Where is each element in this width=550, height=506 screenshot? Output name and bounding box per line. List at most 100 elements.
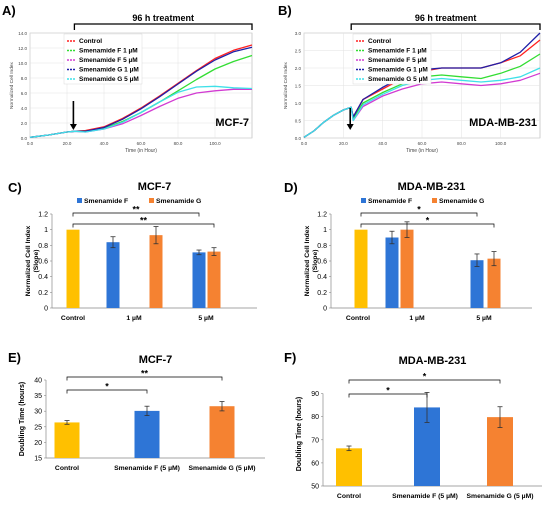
chart-title: MCF-7 [138, 181, 172, 193]
y-tick-label: 50 [311, 484, 319, 491]
category-label: Smenamide F (5 µM) [392, 493, 458, 500]
y-tick-label: 6.0 [21, 91, 28, 96]
legend-box [352, 33, 432, 85]
significance-marker: * [105, 382, 109, 392]
y-tick-label: 0.2 [317, 290, 327, 297]
legend-entry-0: Smenamide F [368, 198, 412, 205]
category-label: Control [337, 493, 361, 500]
y-tick-label: 1 [323, 227, 327, 234]
legend-entry-1: Smenamide G [439, 198, 484, 205]
y-tick-label: 0.8 [38, 243, 48, 250]
y-axis-label: Normalized Cell Index [9, 61, 15, 109]
y-tick-label: 0.4 [317, 274, 327, 281]
y-tick-label: 80 [311, 414, 319, 421]
y-tick-label: 60 [311, 460, 319, 467]
bar-F [470, 260, 484, 308]
y-tick-label: 0 [44, 306, 48, 313]
y-tick-label: 4.0 [21, 106, 28, 111]
series-line-4 [303, 67, 541, 138]
significance-marker: * [426, 216, 430, 226]
category-label: Control [55, 465, 79, 472]
legend-entry-3: Smenamide G 1 µM [368, 67, 428, 74]
x-tick-label: 0.0 [301, 141, 308, 146]
cell-line-label: MDA-MB-231 [469, 117, 537, 129]
y-tick-label: 0.0 [21, 136, 28, 141]
treatment-title: 96 h treatment [415, 13, 477, 23]
significance-marker: * [423, 372, 427, 382]
y-tick-label: 0.0 [295, 136, 302, 141]
legend-entry-2: Smenamide F 5 µM [368, 57, 427, 64]
x-tick-label: 100.0 [495, 141, 507, 146]
panel-label-C: C) [8, 180, 22, 195]
x-tick-label: 60.0 [137, 141, 146, 146]
legend: Smenamide F Smenamide G [77, 198, 201, 205]
significance-marker: ** [140, 216, 148, 226]
legend: Control Smenamide F 1 µM Smenamide F 5 µM S… [63, 33, 143, 85]
legend-swatch-1 [432, 198, 437, 203]
panel-label-D: D) [284, 180, 298, 195]
y-tick-label: 1.2 [38, 212, 48, 219]
y-axis-label: Doubling Time (hours) [296, 397, 303, 472]
significance-bracket [72, 223, 215, 228]
panel-label-B: B) [278, 3, 292, 18]
legend-entry-1: Smenamide F 1 µM [368, 48, 427, 55]
bar-F [134, 410, 160, 458]
y-tick-label: 2.0 [295, 66, 302, 71]
y-tick-label: 0.6 [317, 259, 327, 266]
legend-entry-3: Smenamide G 1 µM [79, 67, 139, 74]
treatment-arrow-icon [346, 124, 354, 130]
bar-G [207, 251, 221, 308]
panel-B-line-chart: 0.0 0.5 1.0 1.5 2.0 2.5 3.0 0.0 20.0 40.0 60.0 80.0… [283, 13, 541, 154]
legend-entry-0: Smenamide F [84, 198, 128, 205]
series-line-4 [29, 85, 253, 138]
significance-bracket [66, 389, 148, 394]
treatment-bracket [350, 23, 541, 30]
x-tick-label: 40.0 [378, 141, 387, 146]
y-tick-label: 2.5 [295, 49, 302, 54]
chart-title: MCF-7 [139, 354, 173, 366]
bar-G [209, 406, 235, 458]
y-tick-label: 35 [34, 393, 42, 400]
panel-label-F: F) [284, 350, 296, 365]
category-label: Smenamide F (5 µM) [114, 465, 180, 472]
bar-G [149, 235, 163, 308]
legend: Control Smenamide F 1 µM Smenamide F 5 µM S… [352, 33, 432, 85]
y-tick-label: 15 [34, 456, 42, 463]
x-tick-label: 80.0 [174, 141, 183, 146]
y-tick-label: 14.0 [18, 31, 27, 36]
chart-title: MDA-MB-231 [399, 355, 467, 367]
significance-bracket [348, 379, 501, 384]
x-tick-label: 40.0 [100, 141, 109, 146]
y-tick-label: 1.0 [295, 101, 302, 106]
y-tick-label: 10.0 [18, 61, 27, 66]
legend-entry-1: Smenamide F 1 µM [79, 48, 138, 55]
category-label: Smenamide G (5 µM) [189, 465, 256, 472]
y-tick-label: 70 [311, 437, 319, 444]
legend-entry-4: Smenamide G 5 µM [368, 76, 428, 83]
panel-F-bar-chart: MDA-MB-231 50 60 70 80 90 Doubling Time (hours… [296, 355, 542, 500]
treatment-title: 96 h treatment [132, 13, 194, 23]
y-tick-label: 0 [323, 306, 327, 313]
y-axis-label: Normalized Cell Index [283, 61, 289, 109]
treatment-bracket [73, 23, 253, 30]
significance-bracket [72, 212, 200, 217]
legend-box [63, 33, 143, 85]
panel-C-bar-chart: MCF-7 0 0.2 0.4 0.6 0.8 1 1.2 Normalized Cell In… [25, 181, 257, 322]
x-tick-label: 0.0 [27, 141, 34, 146]
category-label: 5 µM [476, 315, 492, 322]
y-tick-label: 0.2 [38, 290, 48, 297]
y-tick-label: 1.2 [317, 212, 327, 219]
bar-G [487, 417, 513, 486]
treatment-arrow-icon [69, 124, 77, 130]
significance-marker: ** [141, 369, 149, 379]
significance-bracket [348, 393, 428, 398]
significance-marker: ** [132, 205, 140, 215]
legend: Smenamide F Smenamide G [361, 198, 484, 205]
y-tick-label: 0.5 [295, 119, 302, 124]
chart-title: MDA-MB-231 [398, 181, 466, 193]
significance-marker: * [386, 386, 390, 396]
y-tick-label: 25 [34, 424, 42, 431]
y-tick-label: 0.6 [38, 259, 48, 266]
significance-bracket [360, 212, 478, 217]
x-tick-label: 100.0 [209, 141, 221, 146]
